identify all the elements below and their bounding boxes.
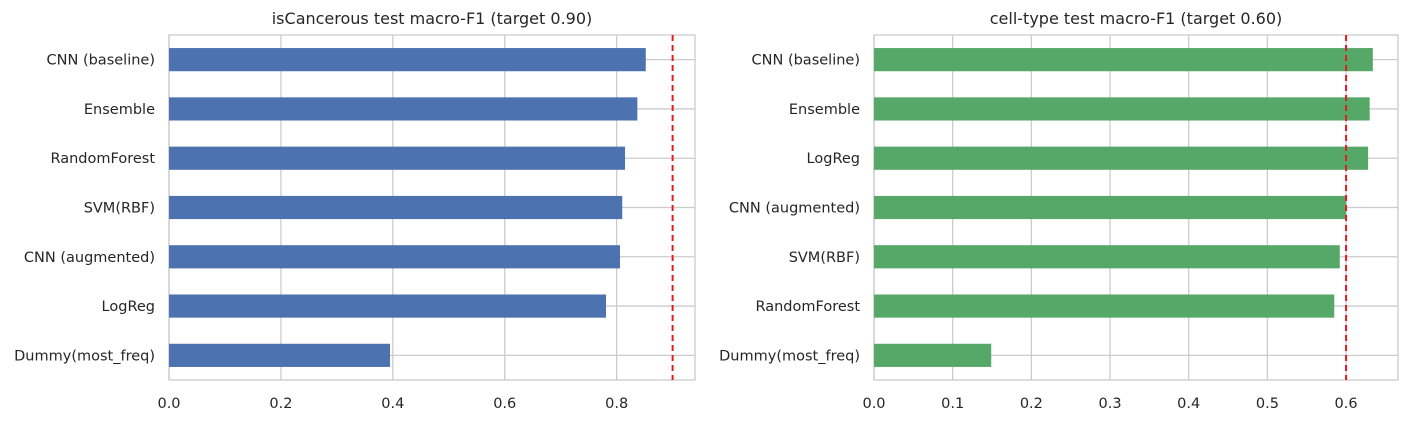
x-tick-label: 0.0 xyxy=(157,396,180,412)
y-tick-label: CNN (augmented) xyxy=(24,250,155,266)
x-tick-label: 0.3 xyxy=(1099,396,1122,412)
bar xyxy=(874,245,1340,269)
y-tick-label: Dummy(most_freq) xyxy=(719,348,860,364)
x-tick-label: 0.4 xyxy=(1177,396,1200,412)
bar xyxy=(169,195,623,220)
y-tick-label: Ensemble xyxy=(84,102,155,118)
bar xyxy=(169,343,391,367)
x-tick-label: 0.2 xyxy=(269,396,292,412)
x-tick-label: 0.8 xyxy=(605,396,628,412)
y-tick-label: RandomForest xyxy=(755,299,860,315)
y-tick-label: CNN (baseline) xyxy=(47,53,155,69)
y-tick-label: SVM(RBF) xyxy=(84,201,155,217)
x-tick-label: 0.0 xyxy=(862,396,885,412)
chart-panel-iscancerous: CNN (baseline) Ensemble RandomForest SVM(RB… xyxy=(14,9,696,412)
y-tick-label: LogReg xyxy=(102,299,155,315)
x-tick-label: 0.1 xyxy=(941,396,964,412)
y-tick-label: Ensemble xyxy=(789,102,860,118)
x-tick-label: 0.6 xyxy=(493,396,516,412)
y-tick-label: CNN (augmented) xyxy=(729,201,860,217)
bar xyxy=(874,343,992,367)
bar xyxy=(874,195,1347,220)
x-tick-label: 0.6 xyxy=(1335,396,1358,412)
bar xyxy=(874,48,1373,72)
bar xyxy=(169,294,607,318)
y-tick-label: RandomForest xyxy=(50,151,155,167)
bar xyxy=(169,245,621,269)
y-tick-label: CNN (baseline) xyxy=(752,53,860,69)
x-tick-label: 0.4 xyxy=(381,396,404,412)
bar xyxy=(874,97,1370,121)
y-tick-label: Dummy(most_freq) xyxy=(14,348,155,364)
bar xyxy=(874,146,1369,170)
bar xyxy=(874,294,1335,318)
x-tick-label: 0.5 xyxy=(1256,396,1279,412)
bar xyxy=(169,146,626,170)
chart-panel-cell-type: CNN (baseline) Ensemble LogReg CNN (augment… xyxy=(719,9,1399,412)
bar xyxy=(169,48,646,72)
chart-title: isCancerous test macro-F1 (target 0.90) xyxy=(272,9,593,28)
y-tick-label: LogReg xyxy=(807,151,860,167)
y-tick-label: SVM(RBF) xyxy=(789,250,860,266)
chart-title: cell-type test macro-F1 (target 0.60) xyxy=(990,9,1283,28)
bar xyxy=(169,97,638,121)
x-tick-label: 0.2 xyxy=(1020,396,1043,412)
